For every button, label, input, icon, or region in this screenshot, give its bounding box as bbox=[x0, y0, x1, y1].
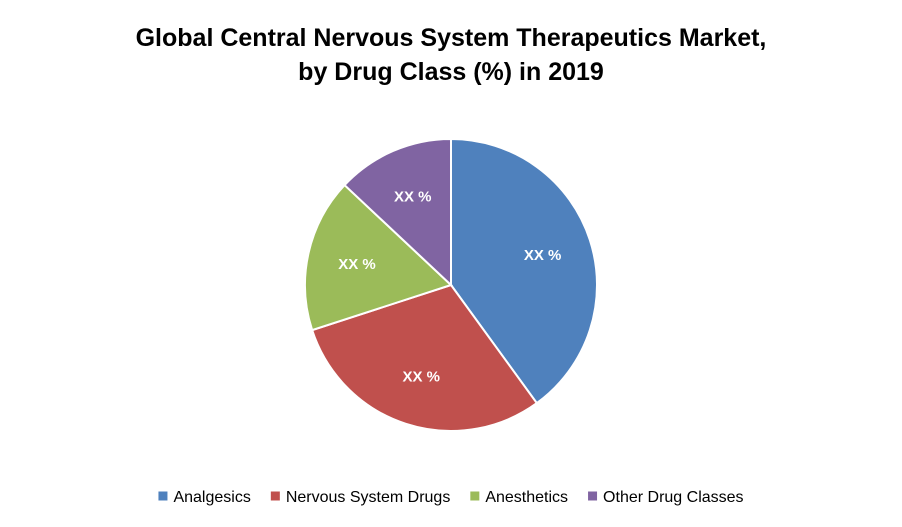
slice-label-other-drug-classes: XX % bbox=[394, 189, 432, 206]
legend-swatch-other-drug-classes bbox=[588, 491, 598, 501]
pie-labels: XX % XX % XX % XX % bbox=[338, 189, 561, 386]
slice-label-nervous-system-drugs: XX % bbox=[402, 369, 440, 386]
legend-label-anesthetics: Anesthetics bbox=[485, 489, 568, 506]
legend-label-analgesics: Analgesics bbox=[173, 489, 250, 506]
legend-label-nervous-system-drugs: Nervous System Drugs bbox=[286, 489, 451, 506]
legend-label-other-drug-classes: Other Drug Classes bbox=[603, 489, 744, 506]
chart-title: Global Central Nervous System Therapeuti… bbox=[136, 24, 767, 86]
pie-slice-analgesics bbox=[450, 137, 598, 405]
legend-swatch-analgesics bbox=[158, 491, 168, 501]
legend-item-anesthetics: Anesthetics bbox=[470, 489, 568, 506]
pie-slice-anesthetics bbox=[304, 183, 453, 332]
legend-swatch-anesthetics bbox=[470, 491, 480, 501]
pie-slice-other-drug-classes bbox=[343, 137, 452, 288]
legend-item-analgesics: Analgesics bbox=[158, 489, 251, 506]
legend-swatch-nervous-system-drugs bbox=[270, 491, 280, 501]
pie-slice-nervous-system-drugs bbox=[310, 283, 539, 432]
legend: Analgesics Nervous System Drugs Anesthetic… bbox=[158, 489, 744, 506]
slice-label-anesthetics: XX % bbox=[338, 256, 376, 273]
pie-slices bbox=[304, 137, 598, 432]
slice-label-analgesics: XX % bbox=[524, 247, 562, 264]
legend-item-nervous-system-drugs: Nervous System Drugs bbox=[270, 489, 451, 506]
chart-title-line-2: by Drug Class (%) in 2019 bbox=[298, 58, 604, 86]
legend-item-other-drug-classes: Other Drug Classes bbox=[588, 489, 744, 506]
chart-title-line-1: Global Central Nervous System Therapeuti… bbox=[136, 24, 767, 52]
